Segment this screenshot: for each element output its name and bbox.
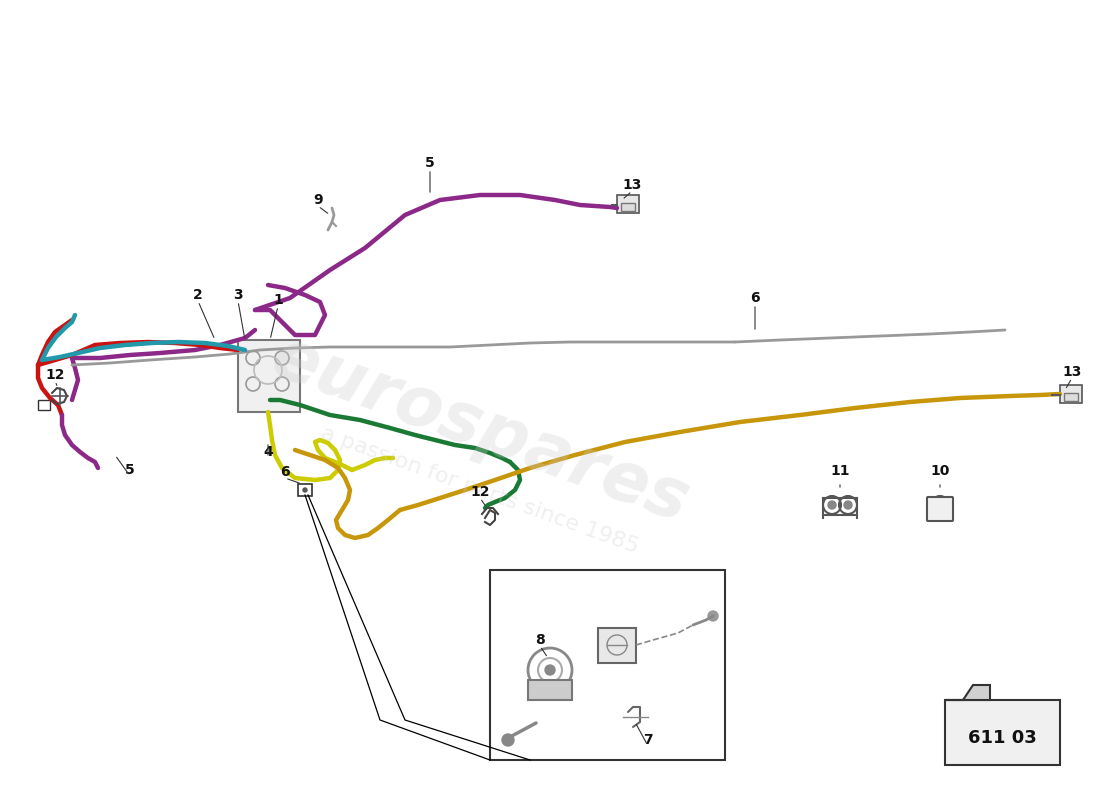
Text: 13: 13 (1063, 365, 1081, 379)
Bar (1060, 385, 1082, 403)
Text: 1: 1 (273, 293, 283, 307)
Text: 5: 5 (425, 156, 435, 170)
Text: 12: 12 (471, 485, 490, 499)
Bar (598, 628, 636, 663)
Text: 6: 6 (750, 291, 760, 305)
Polygon shape (945, 685, 990, 700)
Text: 4: 4 (263, 445, 273, 459)
FancyBboxPatch shape (238, 340, 300, 412)
Text: 7: 7 (644, 733, 652, 747)
Text: 2: 2 (194, 288, 202, 302)
Bar (1064, 393, 1078, 401)
Circle shape (544, 665, 556, 675)
Bar (621, 203, 635, 211)
Bar (39, 400, 50, 410)
Text: a passion for parts since 1985: a passion for parts since 1985 (318, 423, 641, 557)
Bar (298, 484, 312, 496)
Text: 5: 5 (125, 463, 135, 477)
Text: 13: 13 (623, 178, 641, 192)
Text: 12: 12 (45, 368, 65, 382)
Text: 611 03: 611 03 (968, 729, 1036, 747)
Text: 8: 8 (535, 633, 544, 647)
Text: 11: 11 (830, 464, 849, 478)
Text: 6: 6 (280, 465, 289, 479)
Circle shape (302, 488, 307, 492)
Bar (945, 700, 1060, 765)
Text: 3: 3 (233, 288, 243, 302)
Circle shape (844, 501, 852, 509)
Text: 10: 10 (931, 464, 949, 478)
Bar (617, 195, 639, 213)
Circle shape (828, 501, 836, 509)
Circle shape (502, 734, 514, 746)
Circle shape (936, 501, 944, 509)
Circle shape (708, 611, 718, 621)
FancyBboxPatch shape (927, 497, 953, 521)
Bar (528, 680, 572, 700)
Bar (490, 570, 725, 760)
Text: 9: 9 (314, 193, 322, 207)
Text: eurospares: eurospares (262, 323, 697, 537)
